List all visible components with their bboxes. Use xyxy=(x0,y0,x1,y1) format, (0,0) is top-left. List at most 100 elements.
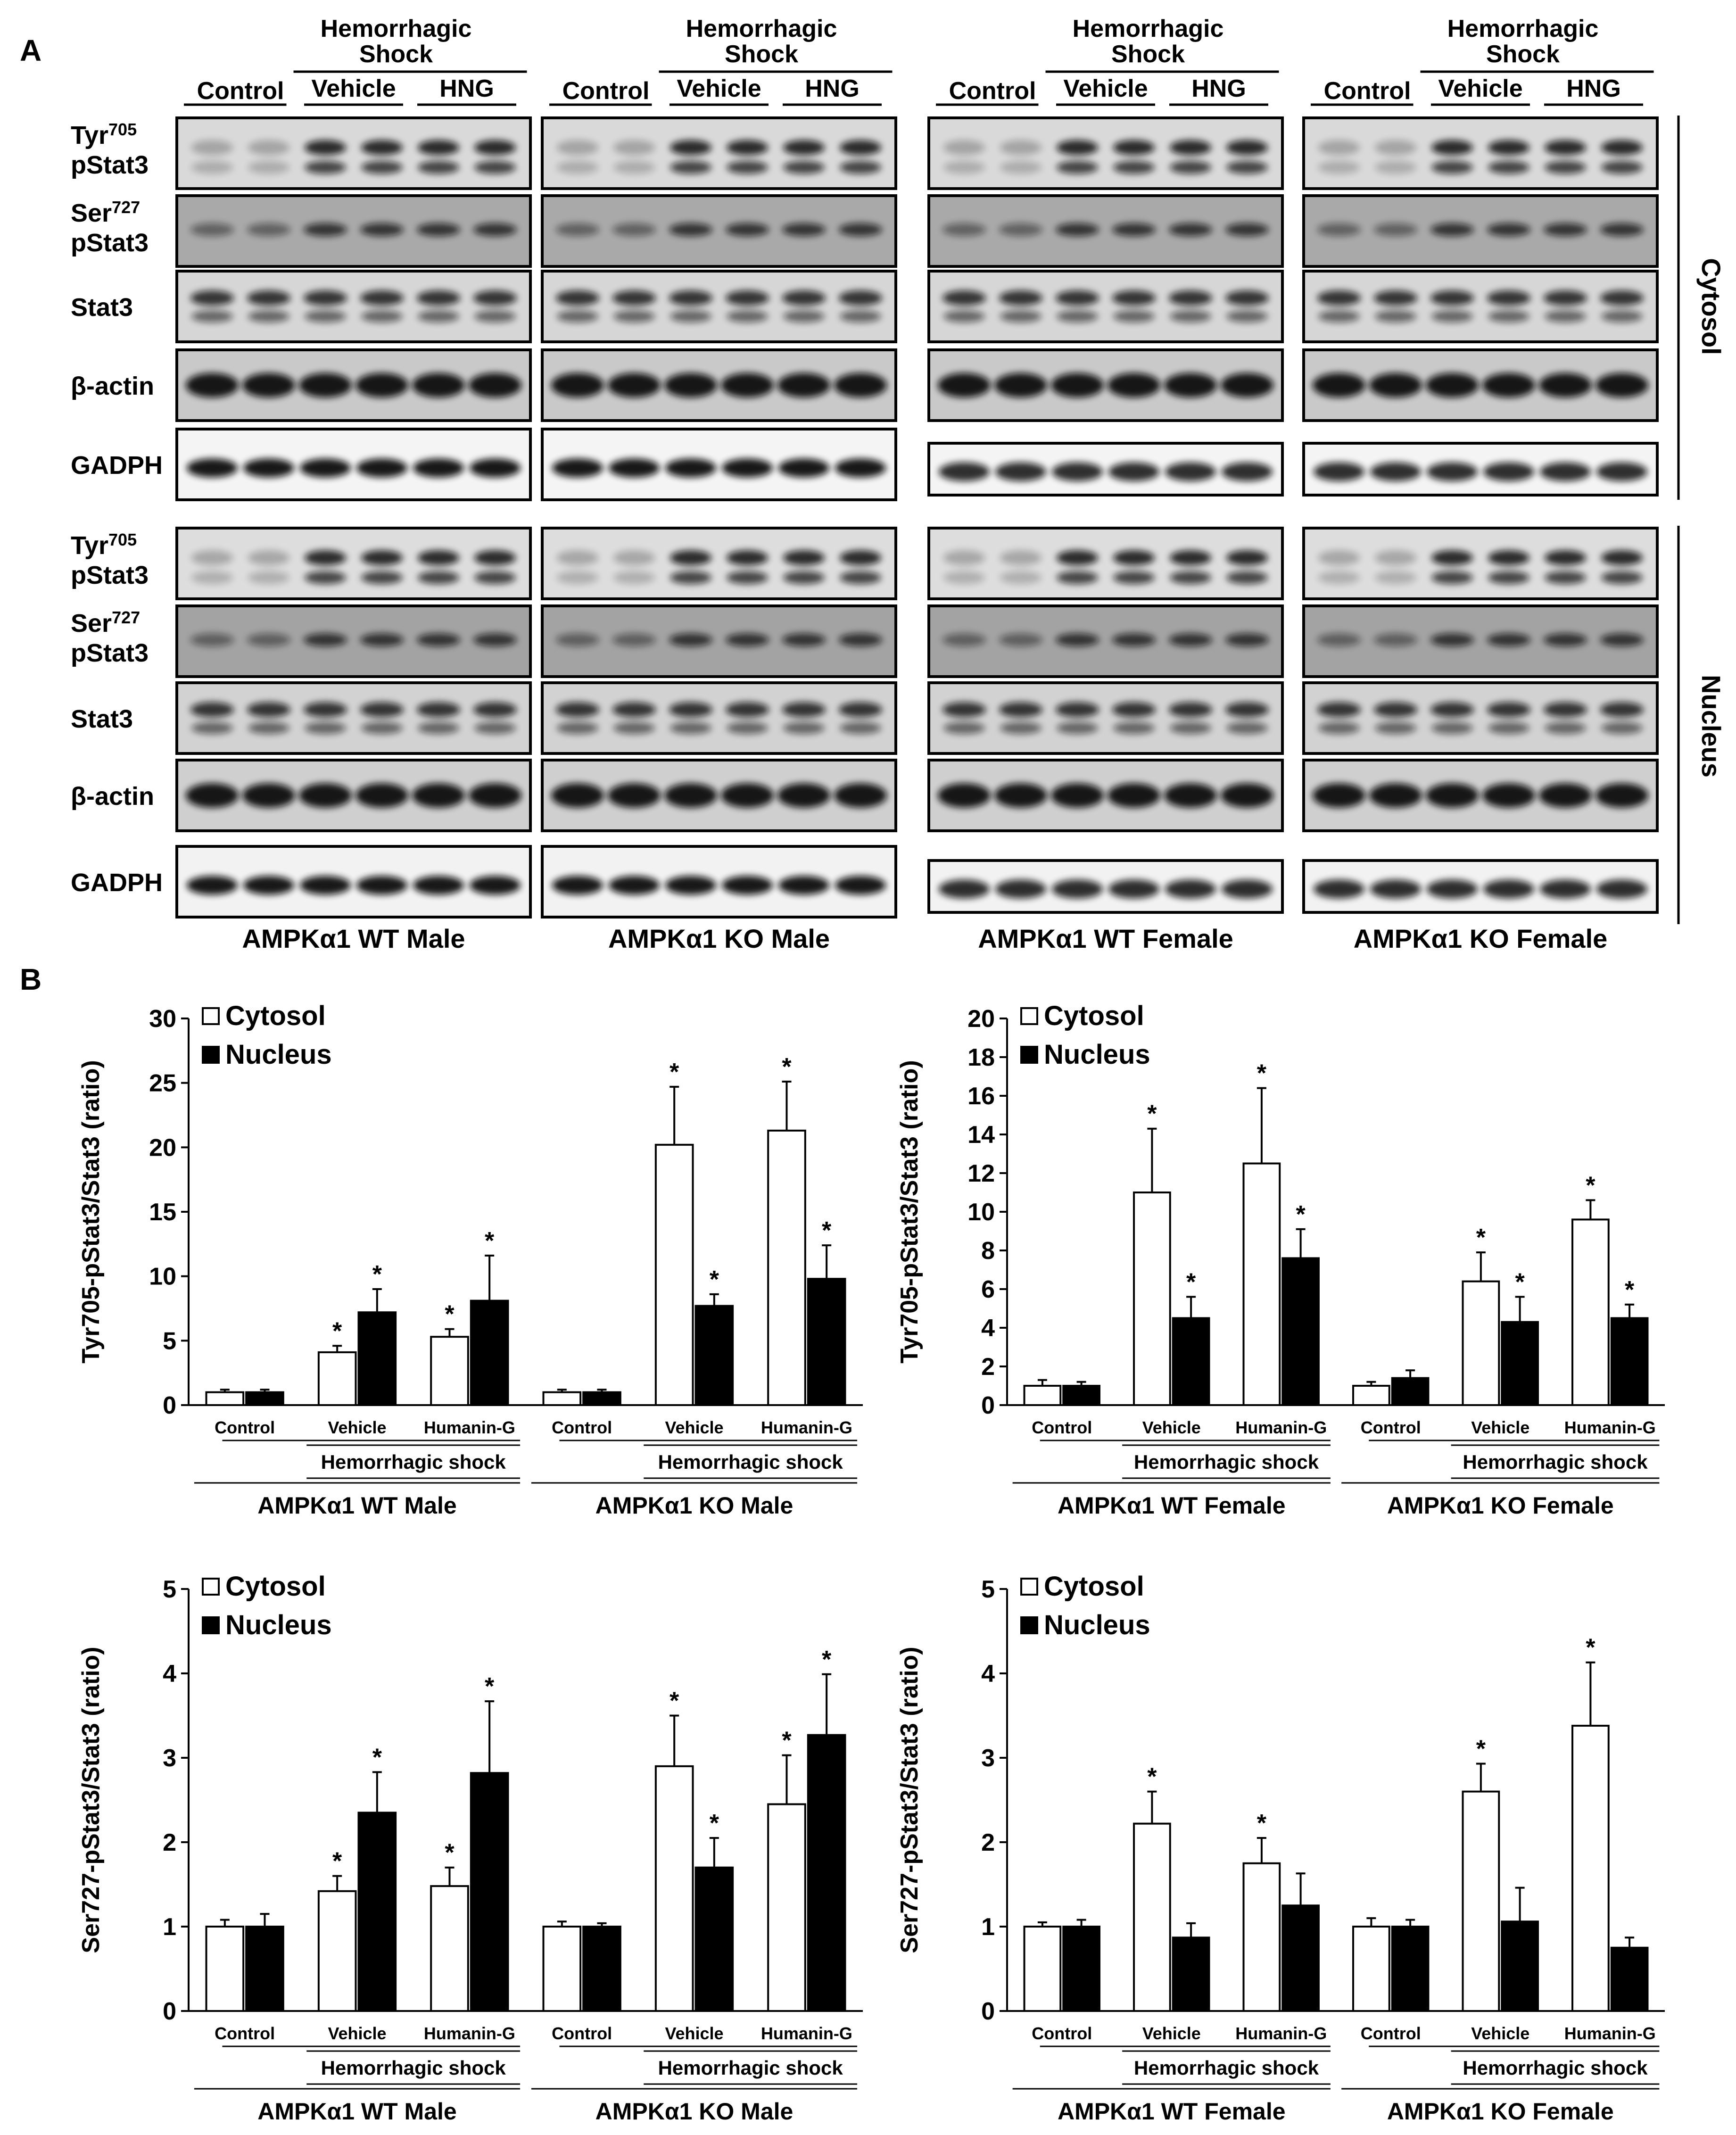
blot-band xyxy=(556,290,599,306)
bar-cytosol xyxy=(205,1926,245,2012)
bar-cytosol xyxy=(542,1926,582,2012)
blot-band xyxy=(1539,783,1592,808)
blot-band xyxy=(247,702,290,717)
blot-band xyxy=(999,633,1042,646)
blot-band xyxy=(1544,702,1587,717)
bar-cytosol xyxy=(1133,1192,1171,1406)
blot-band xyxy=(783,571,825,584)
blot-band xyxy=(305,571,346,584)
bar-cytosol xyxy=(1023,1926,1062,2012)
blot-strip xyxy=(927,681,1284,755)
bar-cytosol xyxy=(1242,1162,1281,1406)
y-tick-label: 3 xyxy=(163,1745,176,1772)
blot-band xyxy=(1000,161,1042,174)
blot-header-control: Control xyxy=(197,77,284,105)
blot-band xyxy=(1482,783,1535,808)
blot-band xyxy=(355,783,408,808)
blot-band xyxy=(242,373,295,397)
legend-swatch-nucleus xyxy=(1020,1616,1038,1634)
blot-band xyxy=(299,783,352,808)
blot-band xyxy=(356,458,407,478)
blot-band xyxy=(727,140,768,155)
blot-band xyxy=(418,140,459,155)
blot-band xyxy=(839,290,882,306)
blot-strip xyxy=(175,270,532,343)
x-tick-label: Control xyxy=(552,1418,612,1437)
blot-band xyxy=(418,310,459,323)
bar-nucleus xyxy=(1501,1920,1539,2012)
group-label: AMPKα1 KO Male xyxy=(595,1492,794,1519)
blot-band xyxy=(1545,161,1586,174)
blot-band xyxy=(1314,879,1364,899)
blot-band xyxy=(1000,571,1042,584)
blot-band xyxy=(613,571,655,584)
y-tick-label: 0 xyxy=(981,1392,995,1419)
blot-band xyxy=(1370,879,1421,899)
blot-band xyxy=(669,702,712,717)
blot-row-label-1: Ser727 xyxy=(71,198,140,227)
blot-strip xyxy=(175,194,532,268)
blot-band xyxy=(608,783,661,808)
blot-band xyxy=(418,571,459,584)
blot-band xyxy=(943,571,985,584)
y-tick-label: 4 xyxy=(981,1660,995,1688)
blot-row-label-2: pStat3 xyxy=(71,639,149,667)
blot-band xyxy=(360,702,404,717)
significance-star: * xyxy=(445,1839,455,1867)
blot-band xyxy=(1169,702,1212,717)
blot-band xyxy=(1601,310,1643,323)
blot-band xyxy=(474,140,516,155)
blot-band xyxy=(938,373,991,397)
blot-band xyxy=(247,633,290,646)
blot-band xyxy=(670,161,711,174)
blot-band xyxy=(1431,310,1473,323)
blot-header-hs-line1: Hemorrhagic xyxy=(1073,15,1224,42)
significance-star: * xyxy=(822,1217,832,1244)
blot-band xyxy=(1427,462,1478,481)
blot-band xyxy=(1426,783,1479,808)
blot-band xyxy=(1545,550,1586,565)
legend-swatch-nucleus xyxy=(202,1046,220,1064)
significance-star: * xyxy=(372,1744,382,1771)
blot-band xyxy=(1057,550,1098,565)
legend-label-cytosol: Cytosol xyxy=(225,1001,326,1031)
blot-strip xyxy=(541,270,897,343)
blot-band xyxy=(839,633,882,646)
blot-band xyxy=(840,722,881,734)
blot-band xyxy=(1595,783,1648,808)
blot-band xyxy=(1170,310,1211,323)
blot-band xyxy=(834,373,887,397)
blot-band xyxy=(557,140,598,155)
blot-band xyxy=(939,462,990,481)
bar-nucleus xyxy=(245,1391,284,1407)
blot-band xyxy=(469,373,521,397)
blot-band xyxy=(418,722,459,734)
blot-band xyxy=(942,223,986,236)
blot-band xyxy=(1487,223,1530,236)
blot-band xyxy=(782,290,826,306)
blot-band xyxy=(187,458,238,478)
blot-band xyxy=(1600,702,1644,717)
x-tick-label: Vehicle xyxy=(1471,2024,1529,2043)
blot-band xyxy=(1374,633,1417,646)
bar-cytosol xyxy=(430,1336,469,1407)
bar-nucleus xyxy=(1391,1926,1430,2012)
blot-band xyxy=(840,310,881,323)
blot-band xyxy=(557,310,598,323)
blot-band xyxy=(1545,310,1586,323)
bar-cytosol xyxy=(1133,1822,1171,2012)
blot-band xyxy=(1057,310,1098,323)
legend-label-cytosol: Cytosol xyxy=(1044,1001,1144,1031)
blot-band xyxy=(783,161,825,174)
blot-strip xyxy=(1302,604,1659,678)
blot-band xyxy=(1226,571,1268,584)
blot-band xyxy=(551,373,604,397)
x-tick-label: Vehicle xyxy=(328,1418,386,1437)
chart-ser727-female: Ser727-pStat3/Stat3 (ratio) 0 1 2 3 4 5 Cytosol… xyxy=(896,1571,1665,2125)
legend-swatch-nucleus xyxy=(1020,1046,1038,1064)
bar-nucleus xyxy=(470,1772,509,2012)
blot-band xyxy=(474,310,516,323)
significance-star: * xyxy=(445,1301,455,1328)
blot-band xyxy=(1600,223,1644,236)
